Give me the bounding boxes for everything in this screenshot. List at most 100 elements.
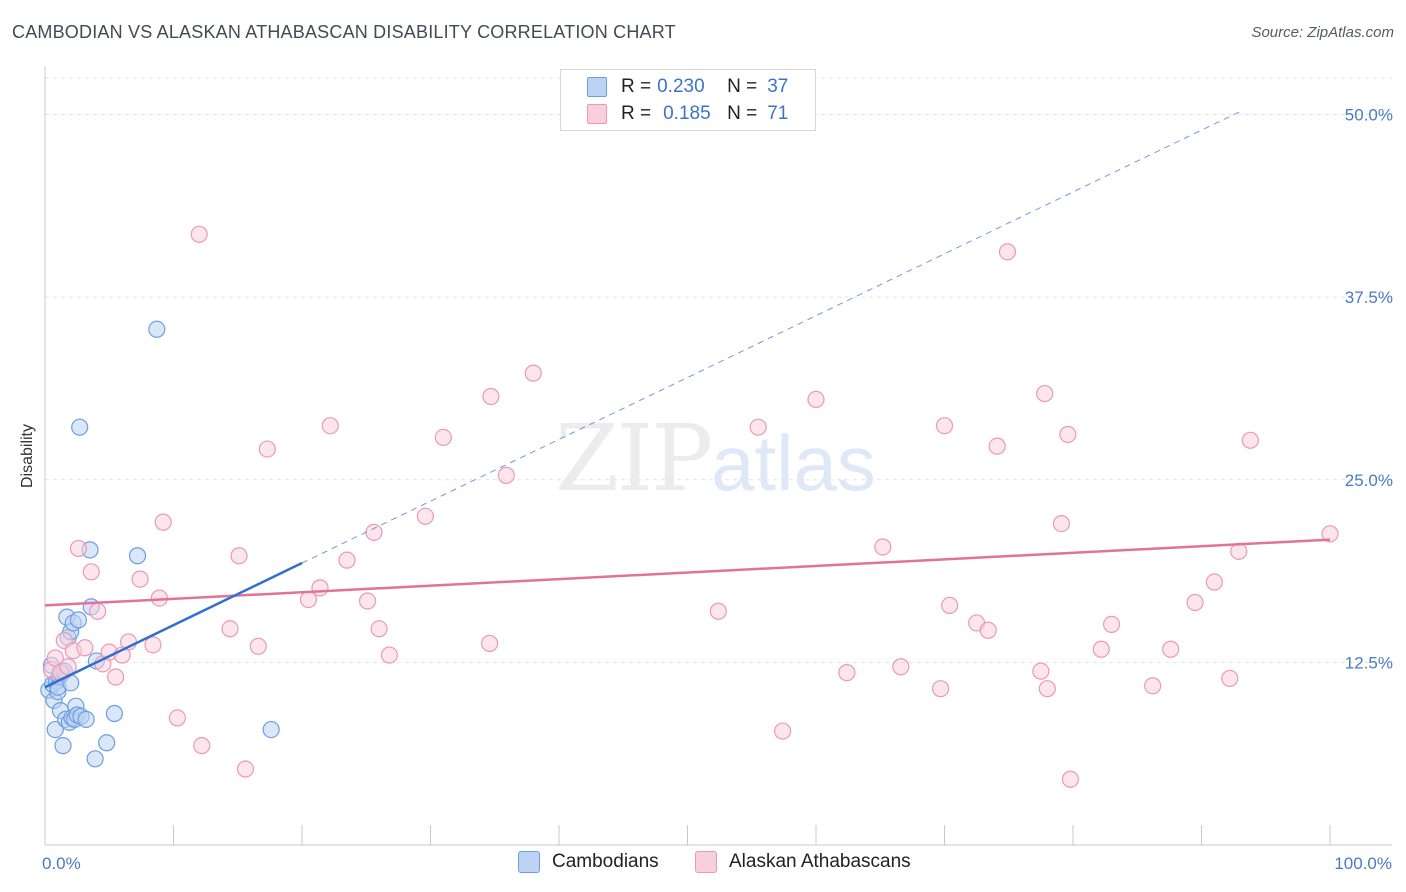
chart-title: CAMBODIAN VS ALASKAN ATHABASCAN DISABILI… [12,22,676,42]
x-tick-label: 100.0% [1334,854,1392,873]
athabascan-point [1061,770,1080,788]
athabascan-point [1321,525,1339,543]
athabascan-point [69,539,88,558]
cambodian-point [54,737,72,755]
athabascan-point [1059,425,1077,444]
y-axis-title: Disability [19,423,36,489]
series-legend: Cambodians Alaskan Athabascans [0,851,1406,877]
athabascan-point [434,428,452,446]
watermark-zip: ZIP [555,405,713,512]
athabascan-point [941,596,959,615]
athabascan-point [416,507,434,525]
y-tick-label: 25.0% [1345,471,1393,490]
athabascan-point [89,602,107,620]
cambodian-trend-line [44,561,303,689]
athabascan-point [524,364,542,382]
legend-r-label: R = [621,76,652,97]
series-label-athabascans: Alaskan Athabascans [729,851,911,872]
watermark-atlas: atlas [711,419,876,507]
cambodian-point [86,750,104,768]
athabascan-point [380,646,398,664]
athabascan-point [321,417,339,435]
athabascan-point [1221,669,1239,688]
athabascan-point [144,636,162,654]
athabascan-point [979,621,997,639]
legend-swatch-athabascans [587,104,607,124]
athabascan-point [807,390,825,409]
athabascan-point [709,602,727,620]
athabascan-point [874,538,892,556]
athabascan-point [935,417,954,435]
series-swatch-cambodians [518,851,540,873]
cambodian-trend-extension [301,111,1241,564]
series-legend-athabascans[interactable]: Alaskan Athabascans [695,851,911,873]
athabascan-point [258,440,276,458]
cambodian-point [262,720,280,739]
legend-n-value: 71 [767,103,789,124]
athabascan-point [107,668,125,686]
athabascan-point [338,551,356,569]
cambodian-point [46,720,64,739]
athabascan-point [1036,384,1054,403]
athabascan-point [236,760,255,778]
y-tick-label: 12.5% [1345,653,1393,672]
legend-n-label: N = [727,76,758,97]
athabascan-point [154,513,172,531]
athabascan-point [193,737,211,755]
athabascan-point [1052,514,1071,533]
athabascan-point [1205,573,1223,591]
correlation-legend: R = 0.230 N = 37 R = 0.185 N = 71 [560,69,816,131]
athabascan-point [988,437,1006,455]
legend-row-athabascans: R = 0.185 N = 71 [587,101,788,127]
athabascan-point [1186,593,1204,612]
athabascan-point [481,634,499,652]
athabascan-point [249,637,267,655]
athabascan-point [1102,615,1121,633]
athabascan-point [838,664,856,682]
athabascan-point [1032,662,1050,680]
legend-row-cambodians: R = 0.230 N = 37 [587,74,788,100]
athabascan-point [773,722,792,740]
athabascan-point [932,680,950,698]
cambodian-point [98,734,116,752]
athabascan-point [1038,680,1056,698]
athabascan-point [1144,677,1162,695]
watermark: ZIPatlas [555,405,876,512]
athabascan-point [76,639,94,657]
source-credit: Source: ZipAtlas.com [1251,24,1394,41]
athabascan-point [230,547,248,565]
athabascan-point [1092,640,1110,658]
series-label-cambodians: Cambodians [552,851,659,872]
athabascan-point [131,570,149,588]
cambodian-point [77,710,95,728]
cambodian-point [69,611,88,629]
athabascan-point [82,563,100,581]
series-legend-cambodians[interactable]: Cambodians [518,851,659,873]
cambodian-point [71,418,89,436]
y-tick-label: 50.0% [1345,106,1393,125]
athabascan-point [749,418,767,436]
athabascan-point [497,466,515,484]
legend-r-label: R = [621,103,652,124]
athabascan-point [1162,640,1180,658]
cambodian-point [148,320,166,338]
series-swatch-athabascans [695,851,717,873]
athabascan-point [482,387,500,406]
y-tick-label: 37.5% [1345,288,1393,307]
athabascan-point [998,243,1017,261]
athabascan-trend-line [44,538,1331,607]
legend-r-value: 0.185 [663,103,711,124]
athabascan-point [311,579,329,597]
athabascan-point [190,225,208,243]
athabascan-point [370,620,388,638]
athabascan-point [1241,431,1259,449]
x-tick-label: 0.0% [42,854,81,873]
athabascan-point [892,658,910,676]
athabascan-point [168,709,186,727]
legend-n-label: N = [727,103,758,124]
cambodian-point [128,547,147,565]
legend-n-value: 37 [767,76,789,97]
athabascan-point [358,592,377,610]
cambodian-point [105,704,123,723]
